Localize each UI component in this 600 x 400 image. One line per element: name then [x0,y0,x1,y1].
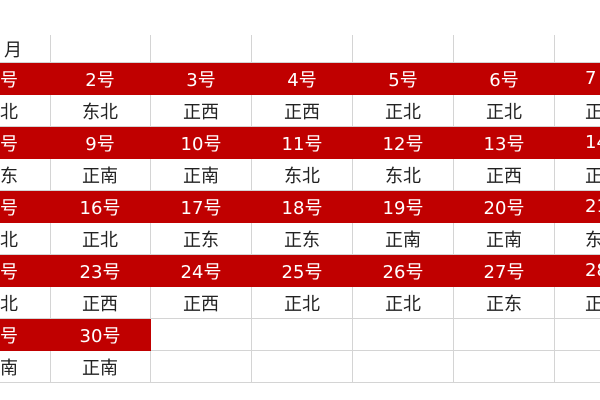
date-cell: 17号 [151,191,252,223]
date-cell: 30号 [50,319,151,351]
date-cell: 12号 [353,127,454,159]
date-cell: 2号 [50,63,151,95]
direction-cell: 正南 [151,159,252,191]
date-cell: 6号 [454,63,555,95]
date-cell: 9号 [50,127,151,159]
direction-cell: 正东 [252,223,353,255]
direction-cell: 东北 [353,159,454,191]
empty-cell [555,319,600,351]
empty-cell [555,35,600,63]
date-cell: 号 [0,255,51,287]
empty-cell [454,351,555,383]
direction-cell: 正 [555,159,600,191]
direction-cell: 正北 [252,287,353,319]
empty-cell [454,35,555,63]
direction-cell: 东 [555,223,600,255]
date-cell: 号 [0,127,51,159]
date-cell: 号 [0,191,51,223]
direction-cell: 正西 [50,287,151,319]
date-cell: 23号 [50,255,151,287]
empty-cell [353,319,454,351]
direction-cell: 正北 [454,95,555,127]
empty-cell [252,351,353,383]
direction-cell: 南 [0,351,51,383]
date-cell: 21 [555,191,600,223]
direction-cell: 北 [0,287,51,319]
date-cell: 26号 [353,255,454,287]
empty-cell [252,319,353,351]
date-cell: 4号 [252,63,353,95]
empty-cell [353,35,454,63]
empty-cell [555,351,600,383]
direction-cell: 月 [0,35,51,63]
direction-cell: 正西 [151,95,252,127]
direction-cell: 正东 [151,223,252,255]
date-cell: 3号 [151,63,252,95]
direction-cell: 正南 [50,159,151,191]
date-cell: 27号 [454,255,555,287]
date-cell: 20号 [454,191,555,223]
direction-cell: 北 [0,223,51,255]
direction-cell: 正 [555,287,600,319]
direction-cell: 正南 [50,351,151,383]
date-cell: 25号 [252,255,353,287]
date-cell: 16号 [50,191,151,223]
empty-cell [252,35,353,63]
direction-cell: 正北 [353,95,454,127]
direction-cell: 正东 [454,287,555,319]
direction-cell: 正南 [454,223,555,255]
date-cell: 7 [555,63,600,95]
empty-cell [353,351,454,383]
date-cell: 28 [555,255,600,287]
date-cell: 18号 [252,191,353,223]
empty-cell [50,35,151,63]
date-cell: 14 [555,127,600,159]
date-cell: 号 [0,319,51,351]
direction-cell: 东北 [252,159,353,191]
direction-cell: 正 [555,95,600,127]
date-cell: 19号 [353,191,454,223]
direction-cell: 正北 [50,223,151,255]
date-cell: 11号 [252,127,353,159]
date-cell: 24号 [151,255,252,287]
date-cell: 号 [0,63,51,95]
empty-cell [151,319,252,351]
date-cell: 13号 [454,127,555,159]
empty-cell [454,319,555,351]
direction-cell: 东 [0,159,51,191]
direction-cell: 正西 [454,159,555,191]
direction-cell: 正北 [353,287,454,319]
empty-cell [151,351,252,383]
direction-cell: 正西 [151,287,252,319]
direction-cell: 东北 [50,95,151,127]
direction-cell: 北 [0,95,51,127]
direction-cell: 正南 [353,223,454,255]
date-cell: 5号 [353,63,454,95]
direction-cell: 正西 [252,95,353,127]
date-cell: 10号 [151,127,252,159]
empty-cell [151,35,252,63]
